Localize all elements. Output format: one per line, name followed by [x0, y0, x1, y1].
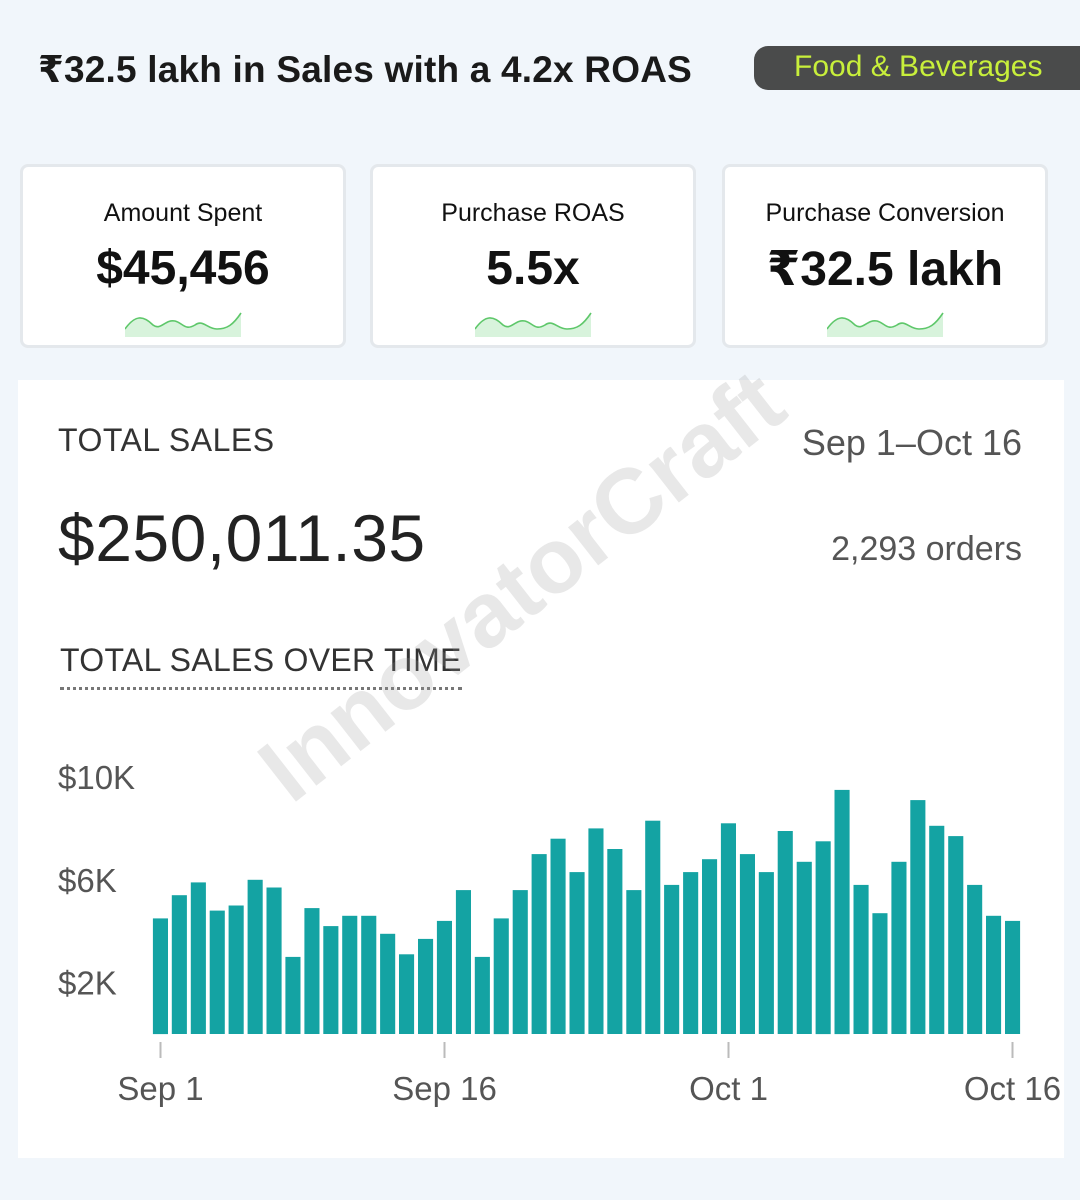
- bar: [853, 884, 869, 1034]
- x-tick-label: Oct 16: [964, 1070, 1061, 1107]
- bar: [266, 887, 282, 1034]
- bar: [171, 895, 187, 1034]
- x-tick-label: Sep 1: [117, 1070, 203, 1107]
- x-tick-label: Oct 1: [689, 1070, 768, 1107]
- bar: [361, 915, 377, 1034]
- bar: [626, 890, 642, 1034]
- bar: [209, 910, 225, 1034]
- bar: [720, 823, 736, 1034]
- kpi-value: 5.5x: [486, 242, 580, 295]
- orders-count: 2,293 orders: [831, 530, 1022, 568]
- sales-bar-chart: $10K $6K $2K Sep 1 Sep 16 Oct 1 Oct 16: [58, 759, 1061, 1107]
- bar: [569, 872, 585, 1034]
- bar: [1005, 920, 1021, 1034]
- sparkline-icon: [827, 312, 944, 337]
- page-headline: ₹32.5 lakh in Sales with a 4.2x ROAS: [38, 49, 692, 90]
- sales-panel: TOTAL SALES Sep 1–Oct 16 $250,011.35 2,2…: [18, 380, 1064, 1158]
- bar: [645, 820, 661, 1034]
- bar: [550, 838, 566, 1034]
- y-tick-label: $6K: [58, 862, 117, 899]
- bar: [891, 861, 907, 1034]
- bar: [323, 926, 339, 1034]
- kpi-label: Purchase ROAS: [441, 199, 625, 227]
- bar: [683, 872, 699, 1034]
- bar: [758, 872, 774, 1034]
- bar: [342, 915, 358, 1034]
- bar: [872, 913, 888, 1034]
- bar: [418, 938, 434, 1034]
- kpi-value: $45,456: [96, 242, 270, 295]
- bar: [190, 882, 206, 1034]
- bar: [228, 905, 244, 1034]
- bar: [910, 800, 926, 1034]
- sparkline-icon: [475, 312, 592, 337]
- bar: [967, 884, 983, 1034]
- bar: [815, 841, 831, 1035]
- bar: [986, 915, 1002, 1034]
- bar: [664, 884, 680, 1034]
- bar: [796, 861, 812, 1034]
- total-sales-title: TOTAL SALES: [58, 422, 275, 458]
- kpi-card-purchase-roas: Purchase ROAS 5.5x: [370, 164, 696, 348]
- industry-badge: Food & Beverages: [754, 46, 1080, 90]
- bar: [493, 918, 509, 1035]
- bar: [777, 831, 793, 1034]
- bar: [834, 789, 850, 1035]
- bar: [380, 933, 396, 1034]
- kpi-value: ₹32.5 lakh: [766, 243, 1004, 296]
- y-tick-label: $2K: [58, 965, 117, 1002]
- date-range: Sep 1–Oct 16: [801, 422, 1022, 463]
- kpi-label: Amount Spent: [103, 199, 263, 227]
- bar: [929, 825, 945, 1034]
- bar: [455, 890, 471, 1034]
- bar: [588, 828, 604, 1034]
- bar: [948, 836, 964, 1034]
- bar: [436, 920, 452, 1034]
- total-sales-value: $250,011.35: [58, 501, 426, 575]
- chart-title: TOTAL SALES OVER TIME: [60, 642, 462, 690]
- bar: [285, 956, 301, 1034]
- kpi-card-purchase-conversion: Purchase Conversion ₹32.5 lakh: [722, 164, 1048, 348]
- x-tick-label: Sep 16: [392, 1070, 497, 1107]
- y-tick-label: $10K: [58, 759, 135, 796]
- bar: [152, 918, 168, 1035]
- bar: [474, 956, 490, 1034]
- kpi-card-amount-spent: Amount Spent $45,456: [20, 164, 346, 348]
- bar: [739, 854, 755, 1034]
- bar: [304, 908, 320, 1034]
- bar: [399, 954, 415, 1034]
- bar: [607, 849, 623, 1034]
- bar: [512, 890, 528, 1034]
- sparkline-icon: [125, 312, 242, 337]
- bar: [247, 879, 263, 1034]
- kpi-label: Purchase Conversion: [765, 199, 1005, 227]
- bar: [702, 859, 718, 1034]
- bar: [531, 854, 547, 1034]
